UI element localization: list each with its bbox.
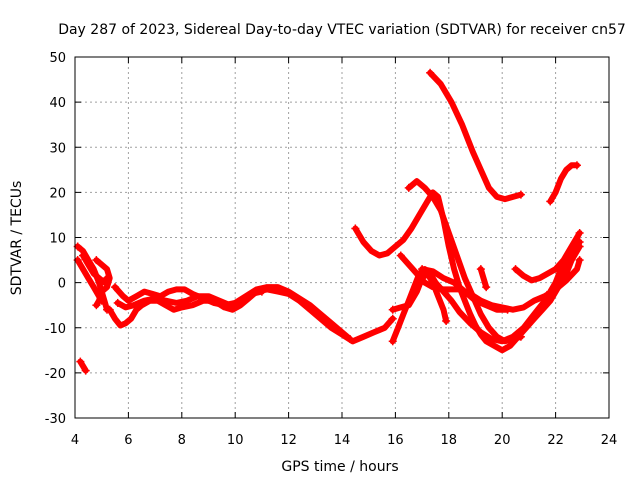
plus-marker <box>388 337 397 346</box>
y-tick-label: 40 <box>49 96 66 111</box>
plus-marker <box>511 265 520 274</box>
plus-marker <box>351 224 360 233</box>
y-axis-label: SDTVAR / TECUs <box>9 181 25 296</box>
axis-ticks: 4 6 8 10 12 14 16 18 20 22 24 -30 -20 -10 0 10 20 30 40 50 <box>45 51 618 448</box>
series-s11 <box>427 69 524 203</box>
x-tick-label: 4 <box>71 433 79 448</box>
x-tick-label: 24 <box>601 433 618 448</box>
plus-marker <box>516 190 525 199</box>
plus-marker <box>546 197 555 206</box>
series-s1 <box>77 358 89 374</box>
plus-marker <box>111 283 120 292</box>
y-tick-label: 20 <box>49 186 66 201</box>
plus-marker <box>346 335 355 344</box>
y-tick-label: 0 <box>58 277 66 292</box>
series-s14 <box>389 270 450 324</box>
series-s8 <box>114 288 265 311</box>
series-s7 <box>112 284 353 342</box>
plus-marker <box>92 301 101 310</box>
plus-marker <box>418 265 427 274</box>
x-tick-label: 16 <box>387 433 404 448</box>
plus-marker <box>503 305 512 314</box>
plus-marker <box>546 287 555 296</box>
y-tick-label: 30 <box>49 141 66 156</box>
plus-marker <box>572 238 581 247</box>
x-tick-label: 6 <box>124 433 132 448</box>
y-tick-label: 10 <box>49 232 66 247</box>
series-s18 <box>547 239 580 295</box>
plus-marker <box>388 314 397 323</box>
x-tick-label: 14 <box>334 433 351 448</box>
plus-marker <box>404 183 413 192</box>
plus-marker <box>105 305 114 314</box>
series-s12 <box>547 162 580 205</box>
x-tick-label: 20 <box>494 433 511 448</box>
plus-marker <box>113 298 122 307</box>
plus-marker <box>76 357 85 366</box>
series-s4 <box>80 252 110 286</box>
y-tick-label: -20 <box>45 367 66 382</box>
plus-marker <box>92 256 101 265</box>
plus-marker <box>516 332 525 341</box>
y-tick-label: 50 <box>49 51 66 66</box>
plus-marker <box>575 256 584 265</box>
plus-marker <box>426 68 435 77</box>
plus-marker <box>572 161 581 170</box>
chart-title: Day 287 of 2023, Sidereal Day-to-day VTE… <box>58 22 626 38</box>
series-s19 <box>477 266 490 291</box>
x-tick-label: 18 <box>441 433 458 448</box>
y-tick-label: -10 <box>45 322 66 337</box>
series-s9 <box>352 189 583 354</box>
y-tick-label: -30 <box>45 412 66 427</box>
plus-marker <box>79 251 88 260</box>
x-axis-label: GPS time / hours <box>281 459 398 475</box>
plus-marker <box>81 366 90 375</box>
x-tick-label: 12 <box>280 433 297 448</box>
data-series <box>73 68 584 375</box>
series-s5 <box>93 257 113 309</box>
x-tick-label: 10 <box>227 433 244 448</box>
plus-marker <box>257 287 266 296</box>
plus-marker <box>396 251 405 260</box>
x-tick-label: 22 <box>547 433 564 448</box>
plus-marker <box>388 305 397 314</box>
plus-marker <box>476 265 485 274</box>
plus-marker <box>442 316 451 325</box>
series-s16 <box>419 266 511 313</box>
grid <box>75 57 609 418</box>
plus-marker <box>575 228 584 237</box>
plus-marker <box>482 283 491 292</box>
x-tick-label: 8 <box>178 433 186 448</box>
